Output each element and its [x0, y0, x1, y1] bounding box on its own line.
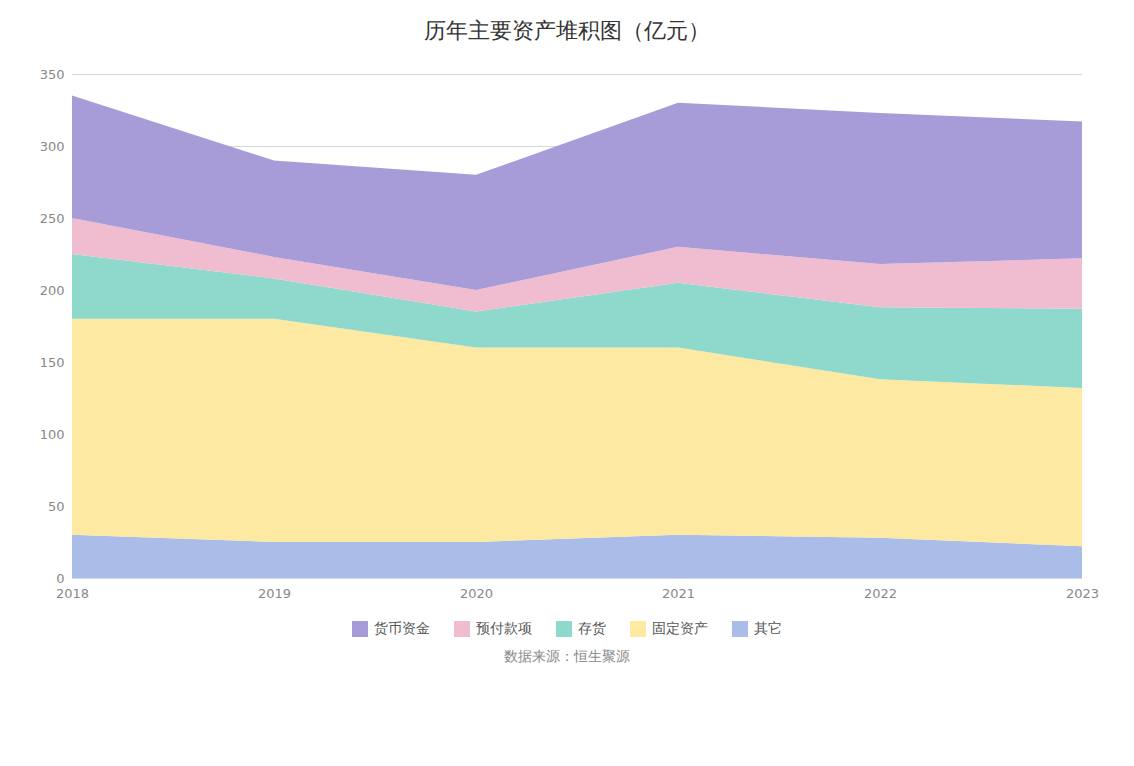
svg-text:2023: 2023 — [1066, 586, 1099, 601]
svg-text:250: 250 — [40, 211, 65, 226]
html-text:预付款项: 预付款项 — [476, 620, 532, 636]
html-text:数据来源：恒生聚源: 数据来源：恒生聚源 — [504, 648, 630, 664]
svg-text:200: 200 — [40, 283, 65, 298]
svg-text:50: 50 — [48, 499, 65, 514]
svg-text:0: 0 — [56, 571, 64, 586]
html-text:固定资产: 固定资产 — [652, 620, 708, 636]
html-text:历年主要资产堆积图（亿元）: 历年主要资产堆积图（亿元） — [424, 18, 710, 43]
svg-text:300: 300 — [40, 139, 65, 154]
svg-text:150: 150 — [40, 355, 65, 370]
svg-text:2019: 2019 — [258, 586, 291, 601]
svg-text:2021: 2021 — [662, 586, 695, 601]
html-text:其它: 其它 — [754, 620, 782, 636]
svg-text:2022: 2022 — [864, 586, 897, 601]
svg-text:2020: 2020 — [460, 586, 493, 601]
svg-text:350: 350 — [40, 67, 65, 82]
svg-text:100: 100 — [40, 427, 65, 442]
svg-text:2018: 2018 — [56, 586, 89, 601]
html-text:存货: 存货 — [578, 620, 606, 636]
html-text:货币资金: 货币资金 — [374, 620, 430, 636]
